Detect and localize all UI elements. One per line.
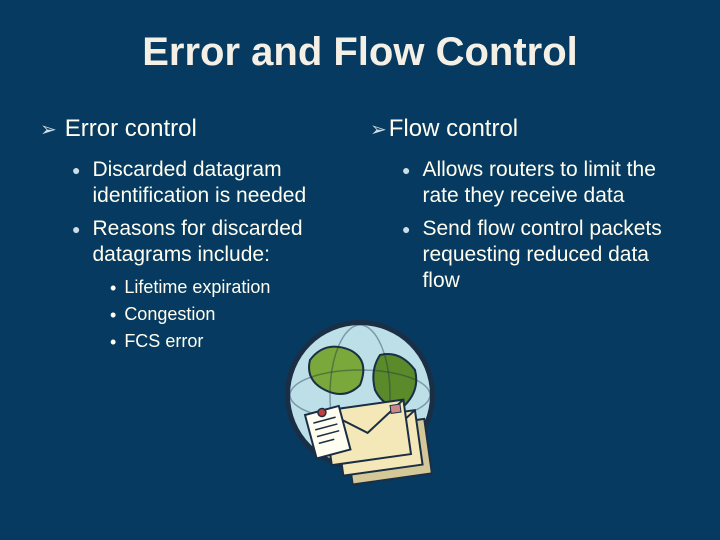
bullet-icon: •	[110, 303, 116, 327]
dot-icon: ●	[72, 157, 80, 183]
bullet-icon: •	[110, 330, 116, 354]
right-heading: ➢ Flow control	[370, 115, 680, 145]
list-item: • Lifetime expiration	[110, 276, 350, 300]
list-item-text: Reasons for discarded datagrams include:	[92, 216, 350, 269]
list-item-text: Send flow control packets requesting red…	[422, 216, 680, 295]
list-item-text: Allows routers to limit the rate they re…	[422, 157, 680, 210]
list-item: ● Reasons for discarded datagrams includ…	[72, 216, 350, 269]
dot-icon: ●	[402, 157, 410, 183]
list-item-text: FCS error	[124, 330, 203, 353]
right-heading-text: Flow control	[389, 115, 518, 143]
bullet-icon: •	[110, 276, 116, 300]
arrow-icon: ➢	[370, 115, 387, 145]
right-list: ● Allows routers to limit the rate they …	[402, 157, 680, 294]
left-heading: ➢ Error control	[40, 115, 350, 145]
arrow-icon: ➢	[40, 115, 57, 145]
list-item-text: Lifetime expiration	[124, 276, 270, 299]
list-item: ● Allows routers to limit the rate they …	[402, 157, 680, 210]
left-list: ● Discarded datagram identification is n…	[72, 157, 350, 268]
slide-title: Error and Flow Control	[40, 30, 680, 75]
left-heading-text: Error control	[65, 115, 197, 143]
list-item-text: Discarded datagram identification is nee…	[92, 157, 350, 210]
list-item: ● Discarded datagram identification is n…	[72, 157, 350, 210]
dot-icon: ●	[72, 216, 80, 242]
list-item-text: Congestion	[124, 303, 215, 326]
dot-icon: ●	[402, 216, 410, 242]
list-item: ● Send flow control packets requesting r…	[402, 216, 680, 295]
clipart-globe-mail	[250, 310, 470, 510]
